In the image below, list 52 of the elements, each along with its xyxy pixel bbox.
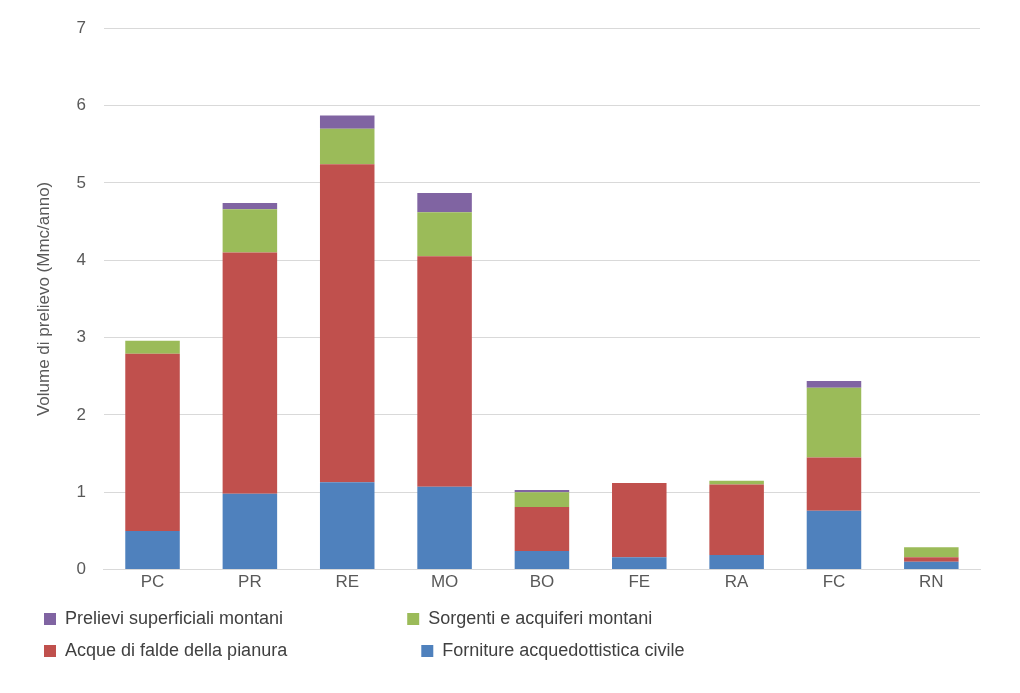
legend-label: Sorgenti e acquiferi montani	[428, 607, 773, 628]
bar	[417, 486, 472, 570]
legend-label: Forniture acquedottistica civile	[442, 639, 765, 660]
y-tick-label: 0	[76, 559, 86, 579]
y-tick-label: 6	[76, 95, 86, 115]
x-tick-label: RN	[919, 572, 944, 592]
bar	[904, 557, 959, 562]
y-tick-label: 3	[76, 327, 86, 347]
bar	[222, 209, 278, 253]
bar	[319, 482, 375, 570]
bar	[125, 530, 180, 570]
bar	[612, 482, 667, 558]
x-tick-label: FC	[822, 572, 846, 592]
bar	[319, 128, 375, 165]
x-tick-label: MO	[430, 572, 459, 592]
legend-label: Acque di falde della pianura	[65, 639, 408, 660]
x-tick-label: FE	[628, 572, 651, 592]
legend-label: Prelievi superficiali montani	[65, 607, 394, 628]
bar	[222, 493, 278, 570]
y-tick-label: 4	[76, 249, 86, 269]
bar	[417, 212, 472, 257]
bar	[514, 492, 570, 507]
bar	[222, 203, 278, 210]
bar	[125, 340, 180, 354]
bar	[806, 457, 862, 511]
bar	[417, 192, 472, 213]
bar	[514, 506, 570, 552]
bar	[806, 387, 862, 458]
x-tick-label: RE	[335, 572, 360, 592]
bar	[904, 561, 959, 570]
y-tick-label: 7	[76, 17, 86, 37]
y-axis-title: Volume di prelievo (Mmc/anno)	[33, 181, 53, 417]
x-tick-label: BO	[529, 572, 555, 592]
y-tick-label: 5	[76, 172, 86, 192]
bar	[319, 115, 375, 129]
bar	[319, 164, 375, 483]
bar	[709, 480, 764, 485]
bar	[709, 484, 764, 555]
bar	[417, 256, 472, 487]
y-tick-label: 1	[76, 481, 86, 501]
bar	[904, 547, 959, 558]
bar	[806, 510, 862, 570]
bar	[222, 252, 278, 494]
x-tick-label: PC	[140, 572, 165, 592]
bar	[612, 557, 667, 570]
bar	[125, 353, 180, 531]
y-tick-label: 2	[76, 404, 86, 424]
bar	[514, 551, 570, 570]
bar	[709, 554, 764, 570]
x-tick-label: PR	[238, 572, 262, 592]
bar	[806, 380, 862, 388]
x-tick-label: RA	[724, 572, 750, 592]
